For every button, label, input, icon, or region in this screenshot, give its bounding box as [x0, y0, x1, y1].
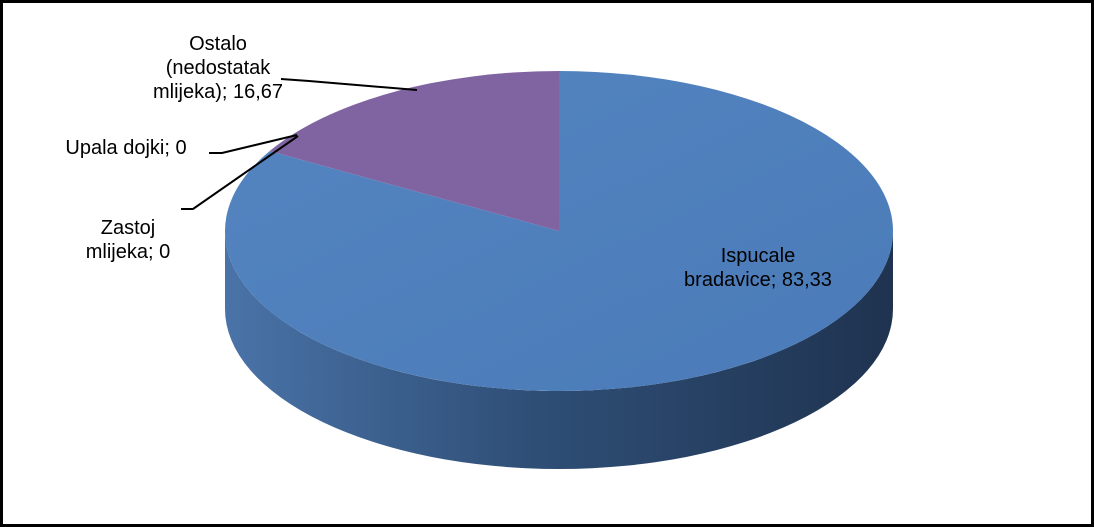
data-label-line: mlijeka); 16,67: [153, 81, 283, 103]
pie-slice-3: [269, 71, 559, 231]
pie-side-wall: [225, 231, 893, 469]
data-label-line: (nedostatak: [166, 57, 272, 79]
data-label-1: Zastoj mlijeka; 0: [86, 217, 170, 263]
data-label-line: Upala dojki; 0: [65, 137, 186, 159]
data-label-0: Ispucale bradavice; 83,33: [684, 245, 832, 291]
data-label-line: Zastoj: [101, 217, 155, 239]
data-label-2: Upala dojki; 0: [65, 137, 186, 159]
leader-line-1: [181, 135, 299, 210]
leader-line-2: [209, 134, 298, 154]
data-label-line: Ispucale: [721, 245, 796, 267]
data-label-3: Ostalo (nedostatak mlijeka); 16,67: [153, 33, 283, 103]
leader-line-3: [280, 78, 418, 91]
data-label-line: mlijeka; 0: [86, 241, 170, 263]
data-label-line: Ostalo: [189, 33, 247, 55]
data-label-line: bradavice; 83,33: [684, 269, 832, 291]
